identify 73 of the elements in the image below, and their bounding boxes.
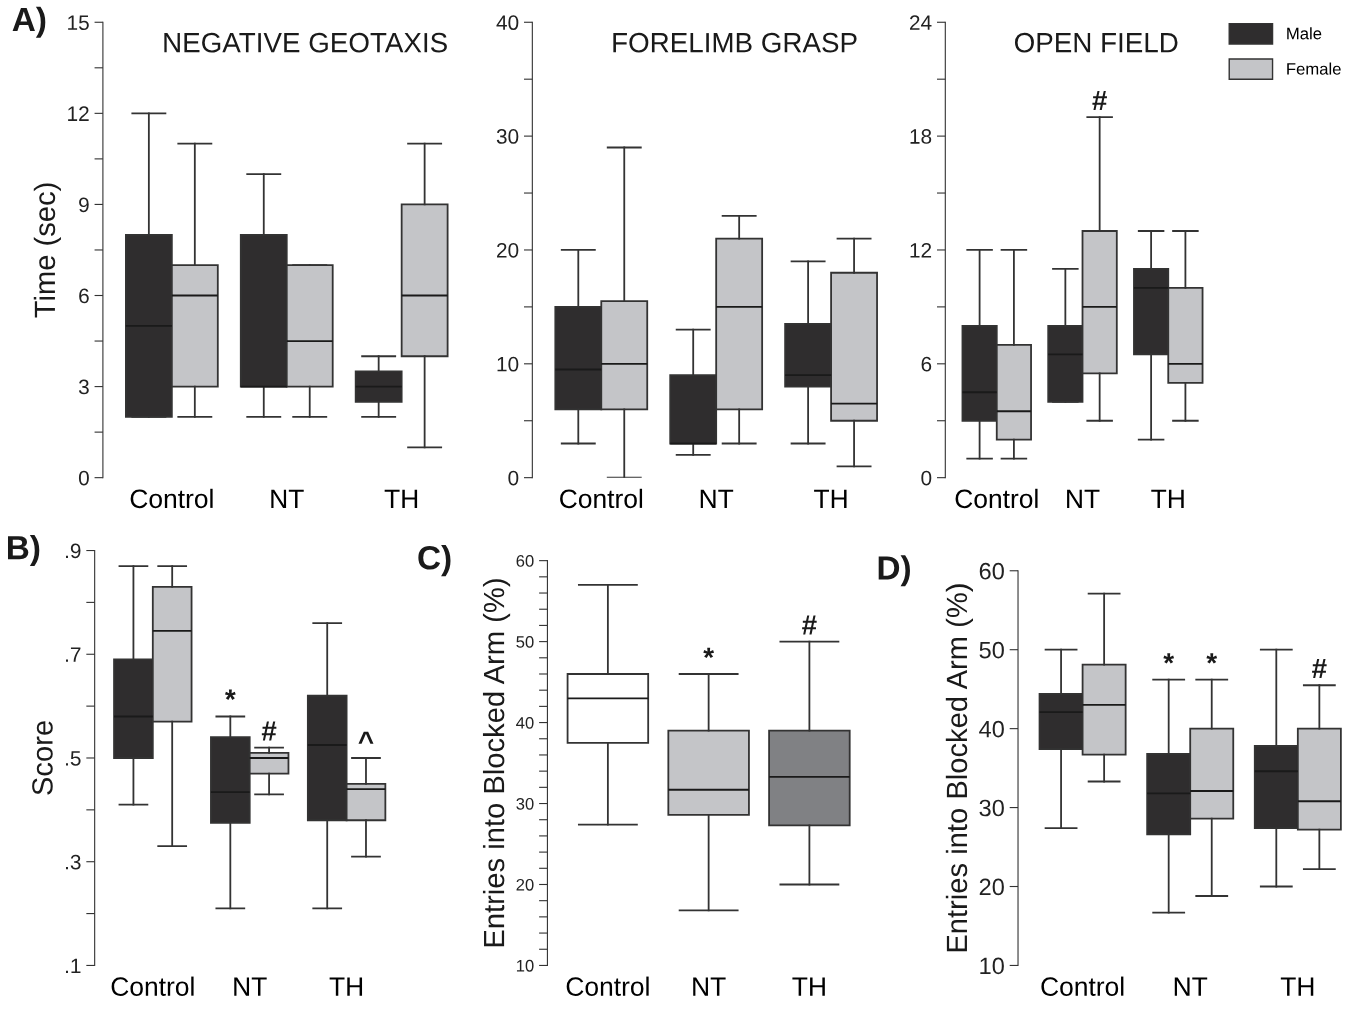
y-tick-label: 6 (921, 356, 932, 372)
y-tick-label: 20 (516, 878, 534, 891)
legend-label: Female (1287, 62, 1341, 75)
annotation: * (703, 647, 715, 659)
y-tick-label: 9 (79, 197, 89, 213)
legend-label: Male (1287, 27, 1322, 40)
y-tick-label: 40 (496, 15, 519, 31)
y-tick-label: 20 (979, 878, 1004, 896)
x-tick-label: Control (560, 488, 643, 509)
x-tick-label: TH (1280, 977, 1314, 996)
annotation: # (1092, 91, 1107, 110)
y-tick-label: 40 (979, 720, 1004, 738)
y-tick-label: 60 (516, 555, 534, 567)
y-tick-label: 50 (979, 641, 1004, 659)
y-tick-label: 18 (910, 129, 932, 144)
x-tick-label: NT (1067, 489, 1100, 508)
x-tick-label: Control (1041, 976, 1124, 996)
y-tick-label: 15 (68, 15, 89, 31)
x-tick-label: Control (566, 976, 649, 996)
text: B) (7, 534, 40, 567)
y-tick-label: 0 (921, 470, 932, 486)
y-tick-label: 40 (516, 716, 534, 729)
x-tick-label: Control (130, 488, 213, 509)
annotation: # (261, 721, 277, 741)
y-tick-label: 6 (79, 288, 89, 304)
x-tick-label: TH (1151, 489, 1184, 508)
annotation: # (1312, 658, 1327, 678)
y-tick-label: .7 (66, 647, 81, 662)
annotation: # (802, 615, 817, 635)
y-tick-label: 10 (516, 959, 534, 972)
text: A) (12, 6, 46, 38)
x-tick-label: TH (384, 489, 418, 508)
y-tick-label: 3 (78, 379, 89, 395)
y-tick-label: 12 (68, 106, 89, 121)
annotation: * (225, 689, 236, 700)
x-tick-label: TH (792, 977, 825, 996)
text: C) (418, 545, 451, 577)
x-tick-label: NT (693, 977, 726, 996)
y-tick-label: 50 (516, 636, 534, 648)
chart-title: FORELIMB GRASP (613, 32, 857, 53)
y-axis-title: Score (32, 721, 53, 795)
chart-title: OPEN FIELD (1014, 32, 1178, 53)
y-axis-title: Time (sec) (33, 183, 61, 318)
y-tick-label: 0 (78, 470, 89, 486)
y-tick-label: 30 (496, 129, 519, 144)
annotation: ^ (358, 731, 374, 744)
y-tick-label: 30 (516, 797, 534, 810)
x-tick-label: NT (271, 489, 304, 508)
text: D) (878, 555, 910, 587)
y-tick-label: .1 (66, 958, 81, 973)
annotation: * (1163, 653, 1175, 664)
y-tick-label: 12 (910, 242, 932, 258)
annotation: * (1206, 653, 1218, 664)
x-tick-label: TH (329, 977, 363, 996)
y-tick-label: 20 (497, 242, 519, 258)
x-tick-label: Control (111, 976, 194, 996)
y-tick-label: 24 (909, 15, 932, 30)
x-tick-label: TH (814, 489, 847, 508)
x-tick-label: NT (1174, 977, 1208, 996)
y-tick-label: 0 (508, 470, 519, 486)
x-tick-label: Control (955, 488, 1038, 509)
y-tick-label: .9 (66, 543, 81, 559)
y-axis-title: Entries into Blocked Arm (%) (945, 584, 973, 952)
y-tick-label: .5 (66, 751, 81, 766)
x-tick-label: NT (234, 977, 267, 996)
y-tick-label: 10 (980, 957, 1004, 975)
chart-title: NEGATIVE GEOTAXIS (164, 32, 447, 53)
y-tick-label: .3 (66, 854, 81, 870)
y-tick-label: 30 (979, 799, 1004, 817)
y-tick-label: 10 (497, 356, 519, 372)
y-axis-title: Entries into Blocked Arm (%) (482, 579, 511, 947)
y-tick-label: 60 (979, 562, 1004, 580)
x-tick-label: NT (700, 489, 734, 508)
